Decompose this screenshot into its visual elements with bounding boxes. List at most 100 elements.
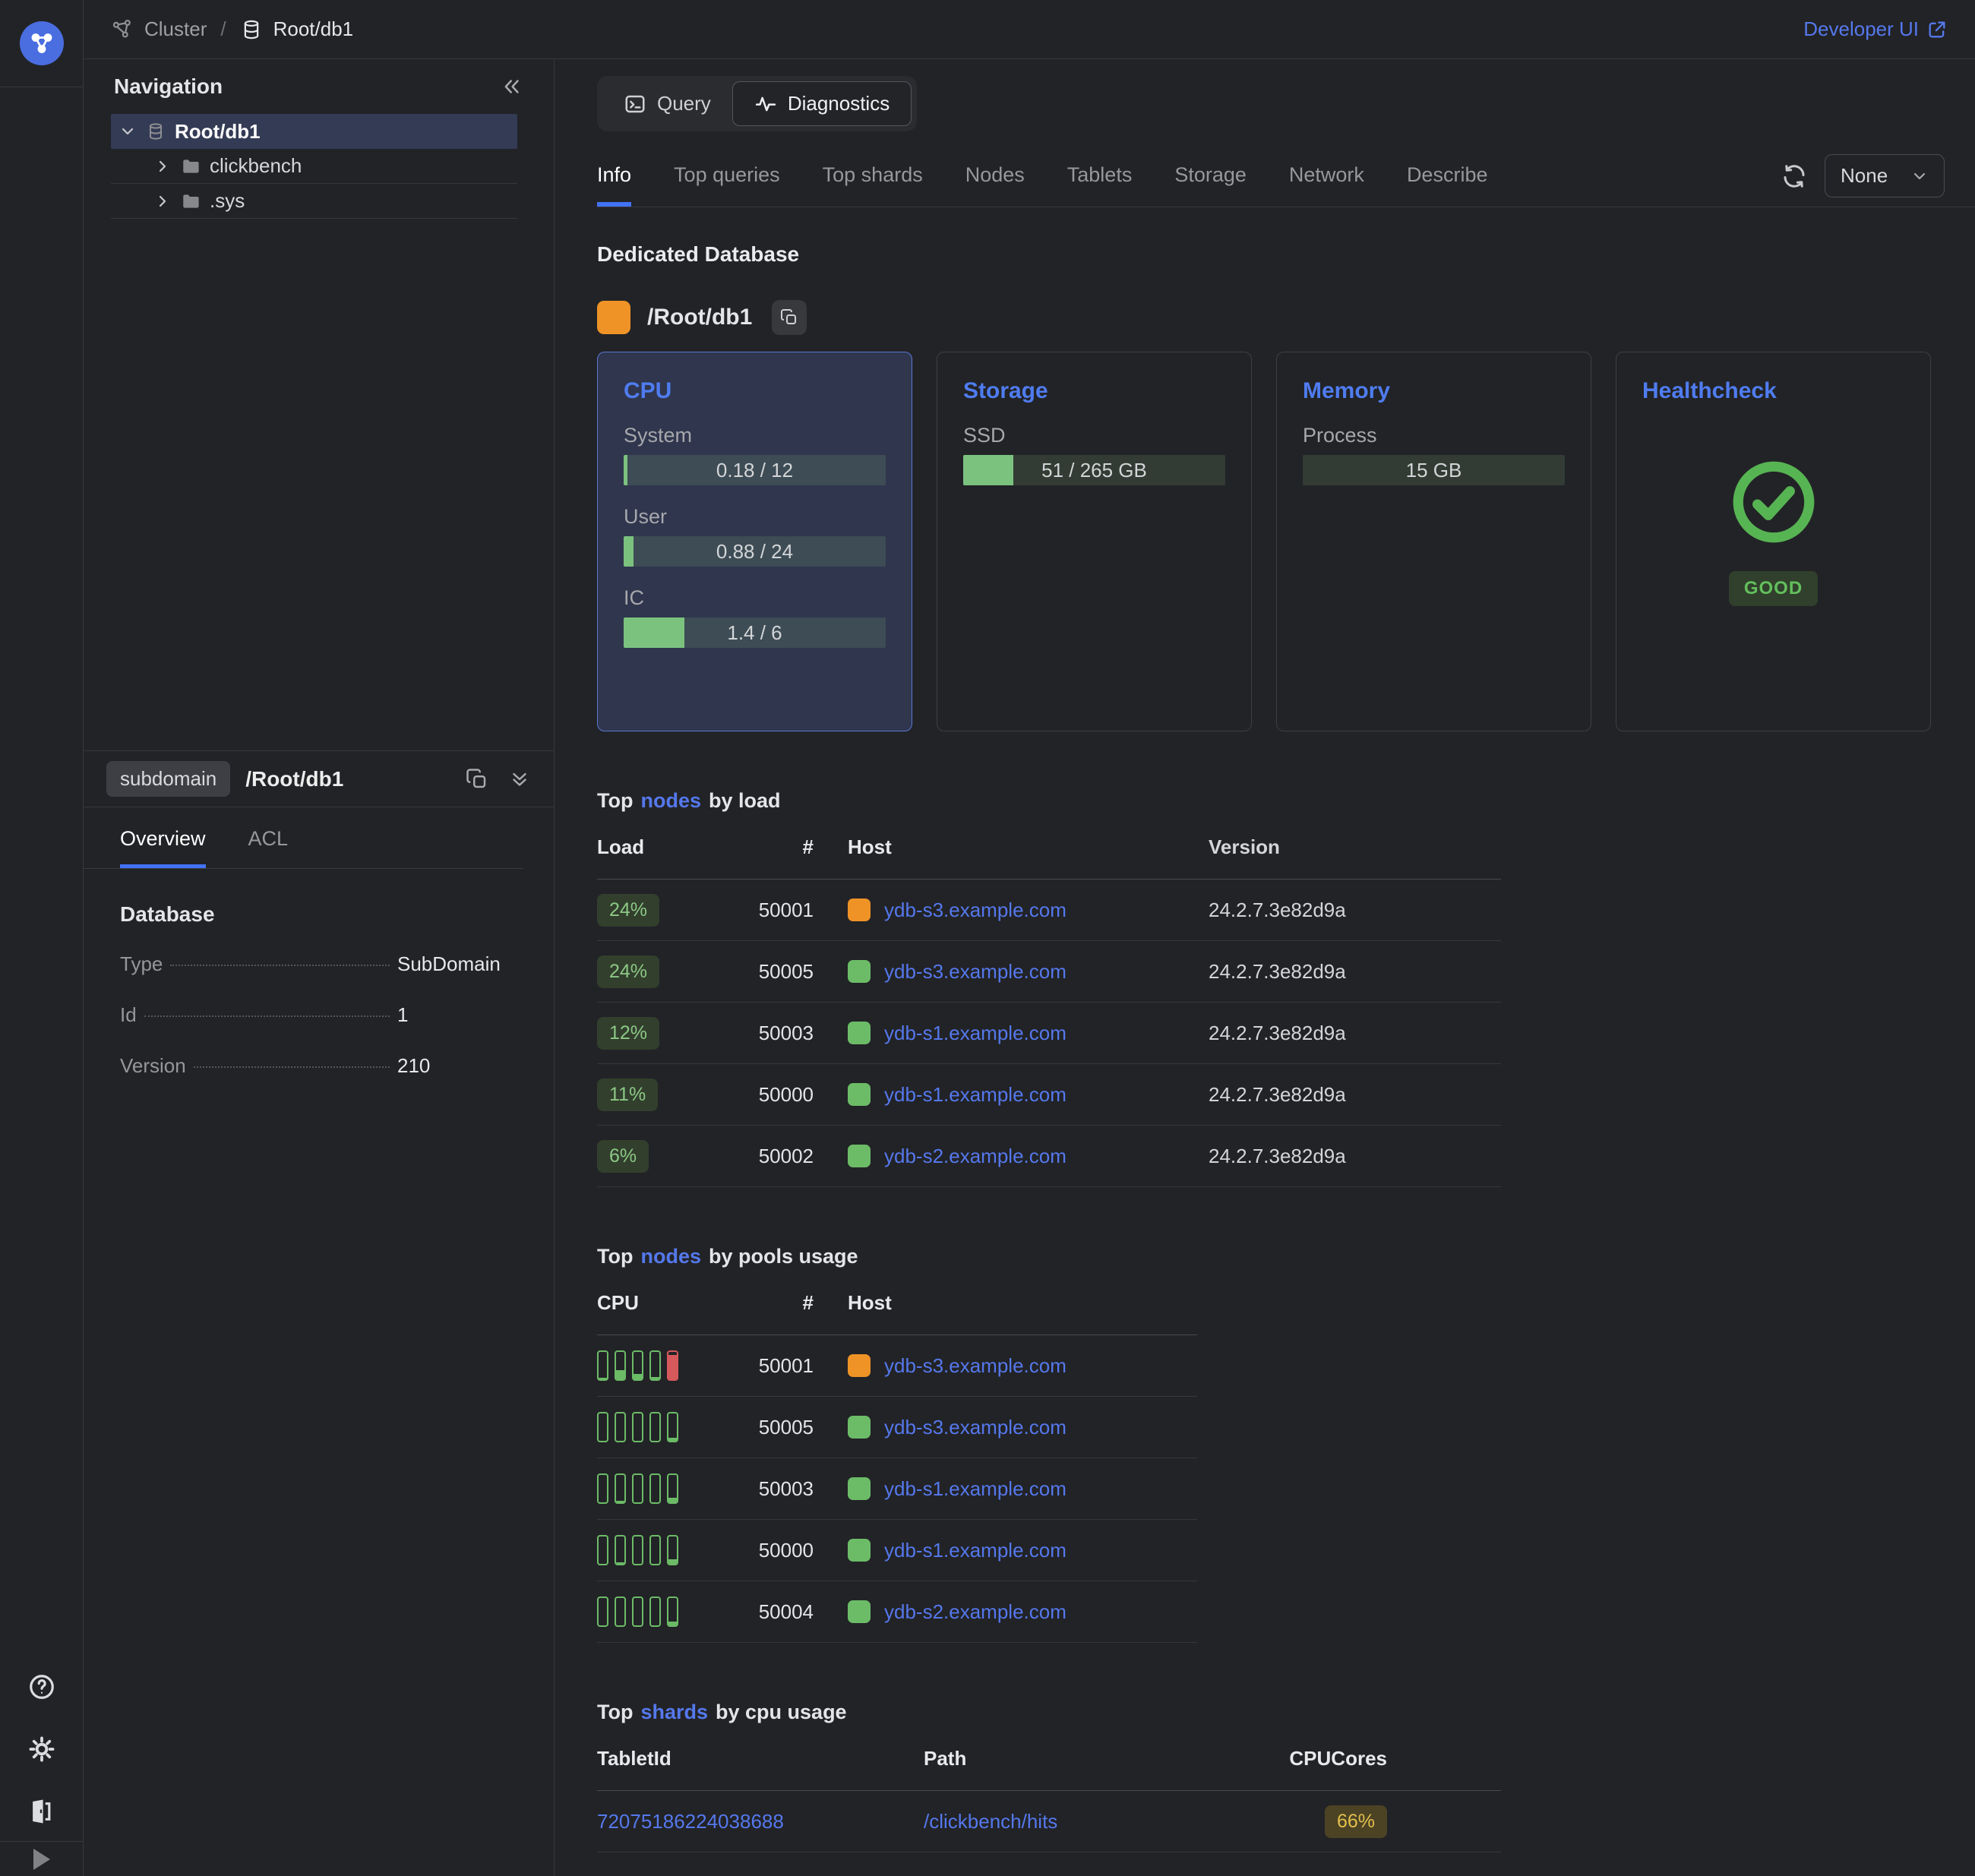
table-header: CPU # Host bbox=[597, 1268, 1197, 1335]
diagnostics-view-label: Diagnostics bbox=[787, 92, 890, 115]
column-header-cpu: CPU bbox=[597, 1291, 639, 1314]
diagnostics-view-button[interactable]: Diagnostics bbox=[732, 81, 912, 126]
pool-usage-bars bbox=[597, 1350, 711, 1381]
pulse-icon bbox=[755, 96, 776, 111]
host-link[interactable]: ydb-s3.example.com bbox=[884, 1353, 1066, 1377]
metric-label: SSD bbox=[963, 424, 1006, 447]
host-link[interactable]: ydb-s3.example.com bbox=[884, 959, 1066, 983]
shard-path-link[interactable]: /clickbench/hits bbox=[924, 1809, 1058, 1833]
node-version: 24.2.7.3e82d9a bbox=[1209, 959, 1346, 983]
pool-bar bbox=[597, 1473, 608, 1504]
tab-tablets[interactable]: Tablets bbox=[1066, 163, 1133, 186]
host-link[interactable]: ydb-s1.example.com bbox=[884, 1021, 1066, 1044]
autorefresh-select[interactable]: None bbox=[1825, 154, 1945, 197]
property-value: 1 bbox=[397, 1003, 409, 1026]
chevron-right-icon[interactable] bbox=[153, 192, 172, 210]
cpu-card[interactable]: CPU System 0.18 / 12 User bbox=[597, 352, 912, 731]
logout-door-icon[interactable] bbox=[27, 1797, 56, 1826]
chevron-down-icon[interactable] bbox=[118, 122, 137, 141]
tab-top-shards[interactable]: Top shards bbox=[822, 163, 923, 186]
tree-item-clickbench[interactable]: clickbench bbox=[111, 149, 517, 184]
table-row: 11% 50000 ydb-s1.example.com 24.2.7.3e82… bbox=[597, 1064, 1501, 1126]
node-status-square bbox=[848, 1600, 871, 1623]
tab-info[interactable]: Info bbox=[597, 163, 632, 207]
play-triangle-icon bbox=[33, 1848, 50, 1870]
column-header-host: Host bbox=[848, 1291, 892, 1314]
node-version: 24.2.7.3e82d9a bbox=[1209, 1082, 1346, 1106]
top-shards-table: TabletId Path CPUCores 72075186224038688… bbox=[597, 1724, 1501, 1852]
breadcrumb-cluster[interactable]: Cluster bbox=[144, 17, 207, 40]
healthcheck-card[interactable]: Healthcheck GOOD bbox=[1616, 352, 1931, 731]
table-row: 50003 ydb-s1.example.com bbox=[597, 1458, 1197, 1520]
help-icon[interactable] bbox=[27, 1672, 56, 1701]
host-link[interactable]: ydb-s2.example.com bbox=[884, 1600, 1066, 1623]
query-view-button[interactable]: Query bbox=[602, 81, 732, 126]
tree-item-sys[interactable]: .sys bbox=[111, 184, 517, 219]
pool-bar bbox=[667, 1412, 678, 1442]
top-nodes-pools-table: CPU # Host 50001 ydb-s3.example.com 5000… bbox=[597, 1268, 1197, 1643]
progress-bar: 15 GB bbox=[1303, 455, 1565, 485]
progress-text: 0.88 / 24 bbox=[716, 540, 794, 563]
pool-bar bbox=[615, 1535, 626, 1565]
metric: System 0.18 / 12 bbox=[624, 424, 886, 485]
pool-bar bbox=[667, 1350, 678, 1381]
top-nodes-load-title: Top nodes by load bbox=[597, 789, 1975, 813]
pool-usage-bars bbox=[597, 1596, 711, 1627]
progress-fill bbox=[624, 536, 634, 567]
sidebar-header: Navigation bbox=[84, 59, 554, 114]
expand-panel-button[interactable] bbox=[0, 1841, 83, 1876]
memory-card[interactable]: Memory Process 15 GB bbox=[1276, 352, 1591, 731]
tab-describe[interactable]: Describe bbox=[1406, 163, 1488, 186]
collapse-sidebar-icon[interactable] bbox=[501, 75, 523, 98]
column-header-number: # bbox=[802, 835, 814, 858]
host-link[interactable]: ydb-s1.example.com bbox=[884, 1476, 1066, 1500]
tabs-right-controls: None bbox=[1781, 154, 1945, 207]
double-chevron-down-icon[interactable] bbox=[508, 768, 531, 791]
node-status-square bbox=[848, 1354, 871, 1377]
navigation-tree: Root/db1 clickbench bbox=[84, 114, 554, 219]
host-link[interactable]: ydb-s2.example.com bbox=[884, 1144, 1066, 1167]
node-status-square bbox=[848, 899, 871, 921]
host-link[interactable]: ydb-s3.example.com bbox=[884, 1415, 1066, 1439]
copy-icon[interactable] bbox=[466, 768, 488, 791]
node-id: 50000 bbox=[758, 1538, 814, 1562]
chevron-right-icon[interactable] bbox=[153, 157, 172, 175]
tab-top-queries[interactable]: Top queries bbox=[674, 163, 780, 186]
ydb-logo[interactable] bbox=[19, 21, 64, 65]
tab-storage[interactable]: Storage bbox=[1174, 163, 1247, 186]
developer-ui-link[interactable]: Developer UI bbox=[1803, 17, 1948, 41]
body-split: Navigation Root/db1 bbox=[84, 59, 1975, 1876]
nodes-link[interactable]: nodes bbox=[640, 789, 701, 812]
node-version: 24.2.7.3e82d9a bbox=[1209, 1144, 1346, 1167]
entity-status-square bbox=[597, 301, 630, 334]
table-header: TabletId Path CPUCores bbox=[597, 1724, 1501, 1791]
pool-bar bbox=[667, 1596, 678, 1627]
host-link[interactable]: ydb-s3.example.com bbox=[884, 898, 1066, 921]
pool-bar bbox=[615, 1473, 626, 1504]
refresh-icon[interactable] bbox=[1781, 163, 1808, 190]
nodes-link[interactable]: nodes bbox=[640, 1245, 701, 1268]
main-column: Cluster / Root/db1 Developer UI Navigati… bbox=[84, 0, 1975, 1876]
tab-overview[interactable]: Overview bbox=[120, 827, 206, 868]
database-icon bbox=[240, 18, 263, 41]
pool-bar bbox=[649, 1535, 661, 1565]
storage-card[interactable]: Storage SSD 51 / 265 GB bbox=[937, 352, 1252, 731]
tree-item-root-db1[interactable]: Root/db1 bbox=[111, 114, 517, 149]
node-id: 50005 bbox=[758, 1415, 814, 1439]
progress-fill bbox=[624, 455, 628, 485]
table-row: 50000 ydb-s1.example.com bbox=[597, 1520, 1197, 1581]
settings-gear-icon[interactable] bbox=[27, 1735, 56, 1764]
database-icon bbox=[146, 122, 166, 141]
tab-network[interactable]: Network bbox=[1288, 163, 1364, 186]
shards-link[interactable]: shards bbox=[640, 1701, 709, 1723]
host-link[interactable]: ydb-s1.example.com bbox=[884, 1538, 1066, 1562]
tablet-id-link[interactable]: 72075186224038688 bbox=[597, 1809, 784, 1833]
tab-acl[interactable]: ACL bbox=[248, 827, 289, 850]
copy-button[interactable] bbox=[772, 300, 807, 335]
host-link[interactable]: ydb-s1.example.com bbox=[884, 1082, 1066, 1106]
sidebar-title: Navigation bbox=[114, 74, 223, 98]
breadcrumb-entity[interactable]: Root/db1 bbox=[273, 17, 354, 40]
tab-nodes[interactable]: Nodes bbox=[965, 163, 1025, 186]
healthcheck-body: GOOD bbox=[1642, 412, 1904, 606]
pool-bar bbox=[632, 1350, 643, 1381]
